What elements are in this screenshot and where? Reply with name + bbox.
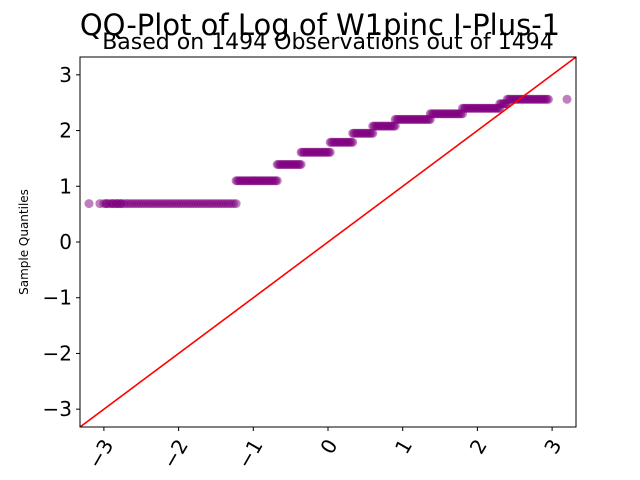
y-tick-label: −1	[43, 286, 72, 310]
x-tick-label: −3	[83, 435, 119, 473]
y-tick-label: 1	[59, 174, 72, 198]
chart-subtitle: Based on 1494 Observations out of 1494	[102, 30, 554, 55]
axis-ticks: −3 −2 −1 0 1 2 3 −3 −2 −1 0 1 2 3	[43, 63, 567, 473]
y-tick-label: −3	[43, 397, 72, 421]
data-points	[84, 94, 572, 209]
x-tick-label: 3	[539, 435, 566, 458]
y-tick-label: −2	[43, 341, 72, 365]
qq-point	[272, 176, 282, 186]
qq-point	[84, 199, 94, 209]
reference-line-layer	[80, 57, 576, 427]
chart-title: QQ-Plot of Log of W1pinc I-Plus-1	[80, 8, 560, 42]
y-tick-label: 2	[59, 119, 72, 143]
reference-line	[80, 57, 576, 427]
x-tick-label: 2	[465, 435, 492, 458]
x-tick-label: 0	[315, 435, 342, 458]
qq-point	[231, 199, 241, 209]
x-tick-label: 1	[390, 435, 417, 458]
qq-point	[543, 94, 553, 104]
qq-point	[368, 128, 378, 138]
qq-point	[562, 94, 572, 104]
y-tick-label: 0	[59, 230, 72, 254]
qq-point	[348, 137, 358, 147]
qq-point	[296, 160, 306, 169]
qq-point	[325, 147, 335, 157]
x-tick-label: −2	[157, 435, 193, 473]
x-tick-label: −1	[232, 435, 268, 473]
y-tick-label: 3	[59, 63, 72, 87]
y-axis-label: Sample Quantiles	[17, 189, 31, 295]
